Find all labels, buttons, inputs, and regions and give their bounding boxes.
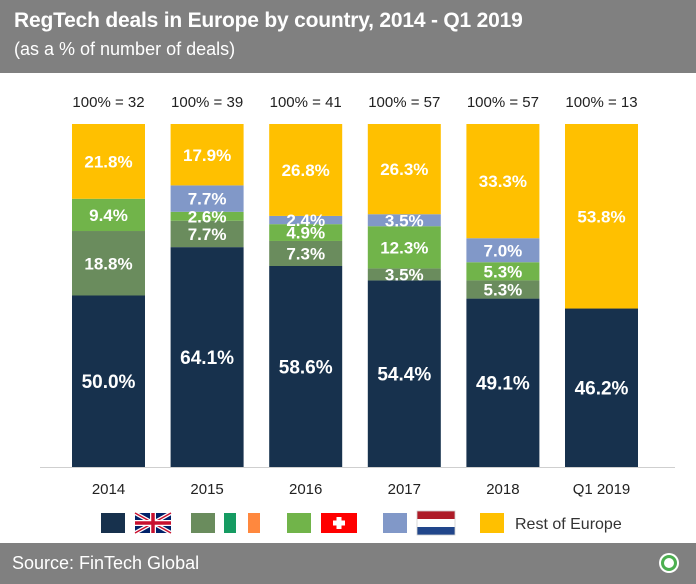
bar-segment-switzerland [72, 198, 145, 232]
data-label-rest: 26.3% [380, 160, 428, 179]
bar-segment-switzerland [170, 211, 244, 221]
bar-total-label: 100% = 57 [467, 94, 539, 111]
legend: Rest of Europe [101, 510, 622, 536]
data-label-uk: 46.2% [575, 379, 629, 400]
bar-segment-uk [367, 280, 441, 467]
bar-total-label: 100% = 57 [368, 94, 440, 111]
bar-segment-rest [367, 124, 441, 215]
data-label-netherlands: 7.7% [188, 190, 227, 209]
legend-swatch-rest-of-europe [480, 513, 504, 533]
legend-swatch-uk [101, 513, 125, 533]
bar-segment-rest [170, 124, 244, 186]
data-label-ireland: 18.8% [84, 254, 132, 273]
bar-segment-ireland [72, 231, 145, 296]
data-label-switzerland: 2.6% [188, 207, 227, 226]
chart-header: RegTech deals in Europe by country, 2014… [0, 0, 696, 73]
data-label-switzerland: 9.4% [89, 206, 128, 225]
data-label-rest: 33.3% [479, 172, 527, 191]
data-label-netherlands: 3.5% [385, 211, 424, 230]
bar-segment-uk [565, 308, 638, 467]
bar-segment-rest [565, 124, 638, 309]
source-note: Source: FinTech Global [12, 553, 200, 573]
legend-swatch-switzerland [287, 513, 311, 533]
x-tick-label: 2018 [486, 481, 519, 498]
bar-segment-uk [466, 298, 540, 467]
bar-total-label: 100% = 13 [565, 94, 637, 111]
x-tick-label: 2016 [289, 481, 322, 498]
legend-swatch-ireland [191, 513, 215, 533]
fintech-global-logo-icon [659, 553, 679, 573]
data-label-rest: 17.9% [183, 146, 231, 165]
bar-segment-netherlands [170, 185, 244, 212]
bar-segment-switzerland [367, 226, 441, 269]
bar-segment-netherlands [466, 238, 540, 263]
data-label-switzerland: 5.3% [484, 262, 523, 281]
data-label-switzerland: 4.9% [286, 224, 325, 243]
x-tick-label: Q1 2019 [573, 481, 631, 498]
bar-segment-ireland [466, 280, 540, 299]
data-label-uk: 64.1% [180, 348, 234, 369]
chart-footer: Source: FinTech Global [0, 543, 696, 584]
data-label-rest: 26.8% [282, 161, 330, 180]
legend-label-rest-of-europe: Rest of Europe [515, 516, 622, 533]
netherlands-flag-icon [416, 510, 456, 536]
data-label-ireland: 5.3% [484, 281, 523, 300]
data-label-ireland: 7.3% [286, 245, 325, 264]
bar-segment-netherlands [367, 214, 441, 227]
data-label-rest: 53.8% [577, 207, 625, 226]
bar-segment-uk [72, 295, 145, 467]
stacked-bar-chart: 100% = 32 50.0% 18.8% 9.4% 21.8% 2014 100% = 3… [40, 94, 675, 536]
bar-segment-rest [72, 124, 145, 199]
bar-segment-uk [170, 247, 244, 467]
data-label-netherlands: 7.0% [484, 241, 523, 260]
data-label-netherlands: 2.4% [286, 211, 325, 230]
bar-segment-switzerland [269, 224, 343, 241]
ireland-flag-icon [224, 513, 260, 533]
data-label-uk: 58.6% [279, 357, 333, 378]
bar-total-label: 100% = 41 [270, 94, 342, 111]
data-label-uk: 54.4% [377, 365, 431, 386]
uk-flag-icon [134, 511, 172, 535]
bar-segment-switzerland [466, 262, 540, 281]
data-label-ireland: 3.5% [385, 266, 424, 285]
bar-total-label: 100% = 39 [171, 94, 243, 111]
bar-segment-uk [269, 266, 343, 467]
bar-segment-ireland [170, 220, 244, 248]
bar-segment-rest [466, 124, 540, 239]
bar-total-label: 100% = 32 [72, 94, 144, 111]
legend-swatch-netherlands [383, 513, 407, 533]
chart-title: RegTech deals in Europe by country, 2014… [14, 9, 523, 32]
chart-subtitle: (as a % of number of deals) [14, 39, 236, 59]
data-label-ireland: 7.7% [188, 225, 227, 244]
x-tick-label: 2017 [388, 481, 421, 498]
bar-segment-ireland [367, 268, 441, 281]
data-label-uk: 50.0% [82, 372, 136, 393]
bar-segment-rest [269, 124, 343, 216]
bar-segment-netherlands [269, 215, 343, 225]
x-tick-label: 2014 [92, 481, 125, 498]
bar-segment-ireland [269, 240, 343, 267]
switzerland-flag-icon [321, 513, 357, 533]
x-tick-label: 2015 [190, 481, 223, 498]
data-label-switzerland: 12.3% [380, 238, 428, 257]
data-label-rest: 21.8% [84, 153, 132, 172]
data-label-uk: 49.1% [476, 374, 530, 395]
